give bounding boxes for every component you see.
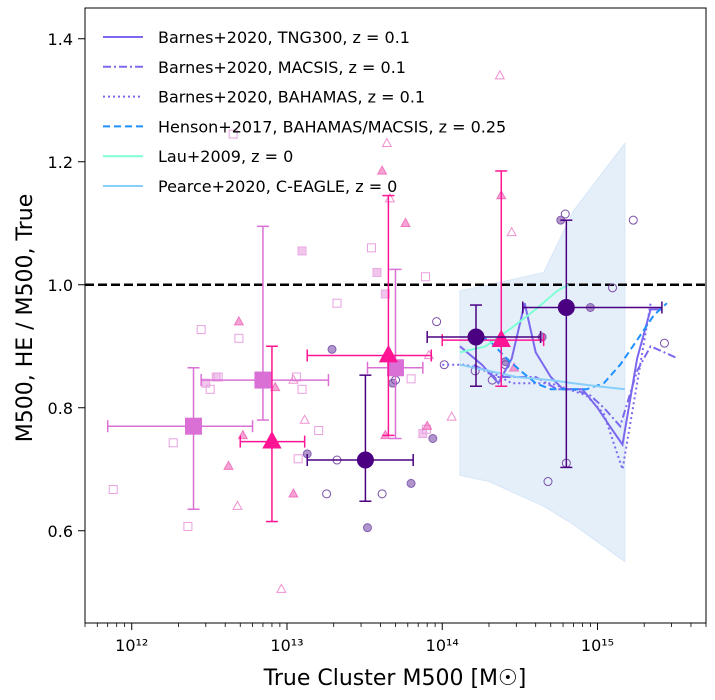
binned-point-1-0 [239,345,306,523]
y-tick-label: 1.2 [48,153,73,172]
y-tick-label: 1.0 [48,276,73,295]
scatter-point [428,434,438,443]
series-line-3 [469,302,668,391]
binned-marker [356,451,374,469]
scatter-point [362,523,372,533]
plot-area [85,69,706,593]
y-axis-title: M500, HE / M500, True [13,194,38,443]
legend: Barnes+2020, TNG300, z = 0.1 Barnes+2020,… [103,28,506,196]
scatter-point [223,460,234,470]
binned-marker [467,328,485,346]
legend-label: Pearce+2020, C-EAGLE, z = 0 [158,177,397,196]
shaded-band [459,141,626,563]
x-tick-label: 10¹⁵ [581,636,614,655]
scatter-point [470,366,480,376]
scatter-point [322,489,332,499]
scatter-point [233,315,245,326]
scatter-point [183,521,193,531]
scatter-point [327,344,337,354]
scatter-point [446,411,457,421]
scatter-point [366,243,376,253]
scatter-point [276,583,287,593]
binned-marker [378,344,399,363]
binned-point-0-2 [366,268,424,440]
legend-label: Lau+2009, z = 0 [158,147,293,166]
legend-label: Henson+2017, BAHAMAS/MACSIS, z = 0.25 [158,117,506,136]
binned-marker [491,329,511,347]
scatter-point [380,289,390,299]
scatter-point [196,325,206,335]
scatter-point [560,209,570,219]
scatter-point [299,414,310,424]
binned-point-2-1 [426,304,542,387]
x-tick-label: 10¹² [115,636,148,655]
scatter-point [168,438,178,448]
scatter-point [376,165,388,175]
binned-marker [557,299,575,317]
scatter-point [400,217,411,227]
binned-point-0-0 [106,367,254,510]
scatter-set-5 [223,165,520,498]
y-tick-label: 1.4 [48,30,73,49]
legend-label: Barnes+2020, MACSIS, z = 0.1 [158,58,406,77]
scatter-point [406,374,416,384]
scatter-point [288,374,299,384]
scatter-point [288,488,299,498]
scatter-point [297,246,307,256]
x-axis-title: True Cluster M500 [M☉] [263,666,527,691]
scatter-point [377,489,387,499]
scatter-point [418,429,428,439]
scatter-point [406,478,416,488]
scatter-point [314,426,324,436]
series-line-2 [442,303,652,470]
binned-point-0-1 [200,225,330,421]
binned-marker [254,371,272,389]
legend-label: Barnes+2020, TNG300, z = 0.1 [158,28,410,47]
scatter-point [421,420,433,430]
axes-ticks: 10¹² 10¹³ 10¹⁴ 10¹⁵ 0.6 0.8 1.0 1.2 1.4 [48,30,707,655]
x-tick-label: 10¹⁴ [426,636,459,655]
series-line-1 [473,345,679,429]
y-tick-label: 0.6 [48,522,73,541]
binned-point-1-1 [306,194,433,437]
legend-label: Barnes+2020, BAHAMAS, z = 0.1 [158,88,425,107]
scatter-point [628,215,638,225]
binned-point-2-0 [306,374,414,502]
scatter-point [232,500,243,510]
scatter-point [372,267,382,277]
scatter-point [211,372,221,382]
series-line-4 [459,283,569,354]
binned-marker [185,417,203,435]
series-line-5 [459,363,625,391]
scatter-point [420,272,430,282]
scatter-point [432,317,442,327]
binned-marker [262,430,282,449]
scatter-point [228,129,238,139]
scatter-point [608,283,618,293]
x-tick-label: 10¹³ [270,636,303,655]
scatter-point [332,298,342,308]
scatter-point [494,69,506,80]
scatter-point [293,454,303,464]
scatter-point [543,477,553,487]
scatter-point [381,137,393,147]
y-tick-label: 0.8 [48,399,73,418]
scatter-point [269,381,281,392]
scatter-point [108,485,118,495]
binned-point-2-2 [521,219,663,469]
scatter-point [380,429,391,440]
scatter-point [297,384,307,394]
scatter-point [659,338,669,348]
scatter-point [506,226,517,237]
binned-point-1-2 [441,170,545,387]
scatter-point [234,333,244,343]
